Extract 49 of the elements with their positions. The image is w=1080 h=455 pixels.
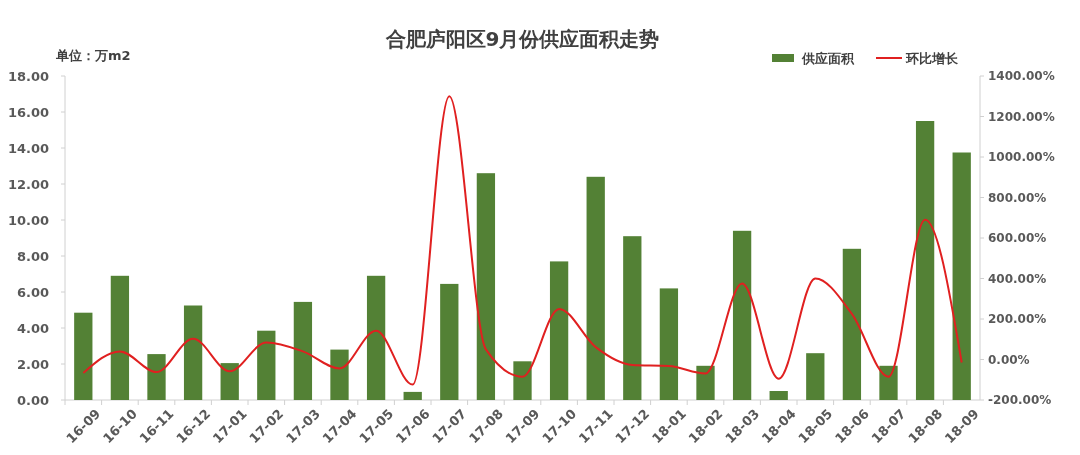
bar xyxy=(623,236,642,400)
y2-tick-label: 1400.00% xyxy=(988,69,1055,84)
bar xyxy=(440,283,459,400)
y2-tick-label: 400.00% xyxy=(988,271,1047,286)
y-tick-label: 16.00 xyxy=(7,104,49,120)
y-tick-label: 14.00 xyxy=(7,140,49,156)
bar xyxy=(257,330,276,400)
y-tick-label: 12.00 xyxy=(7,176,49,192)
legend-label: 供应面积 xyxy=(801,51,855,66)
chart-title: 合肥庐阳区9月份供应面积走势 xyxy=(384,27,660,51)
bar xyxy=(586,176,605,400)
bar xyxy=(366,275,386,400)
bar xyxy=(696,365,715,400)
bar xyxy=(183,305,203,400)
bar xyxy=(806,353,825,400)
bar xyxy=(842,248,862,400)
bar xyxy=(293,301,313,400)
y2-tick-label: 1200.00% xyxy=(988,109,1055,124)
y2-tick-label: 600.00% xyxy=(988,231,1047,246)
bar xyxy=(74,312,93,400)
bar xyxy=(549,261,569,400)
bar xyxy=(659,288,679,400)
y-tick-label: 10.00 xyxy=(7,212,49,228)
y-tick-label: 4.00 xyxy=(16,320,49,336)
bar xyxy=(513,361,532,400)
y2-tick-label: 1000.00% xyxy=(988,150,1055,165)
bar xyxy=(769,391,788,400)
bar xyxy=(403,391,422,400)
bar xyxy=(147,354,166,400)
bar xyxy=(110,275,130,400)
y-axis-title: 单位：万m2 xyxy=(55,48,131,63)
y-tick-label: 2.00 xyxy=(16,356,49,372)
y2-tick-label: 800.00% xyxy=(988,190,1047,205)
y2-tick-label: 0.00% xyxy=(988,352,1030,367)
bar xyxy=(732,230,752,400)
y2-tick-label: 200.00% xyxy=(988,312,1047,327)
y-tick-label: 6.00 xyxy=(16,284,49,300)
legend-label: 环比增长 xyxy=(905,51,959,66)
bar xyxy=(330,349,349,400)
bar xyxy=(476,173,496,400)
bar xyxy=(915,121,935,400)
y-tick-label: 0.00 xyxy=(16,392,49,408)
line-series xyxy=(82,95,963,386)
y-tick-label: 18.00 xyxy=(7,68,49,84)
bar xyxy=(879,365,898,400)
y-tick-label: 8.00 xyxy=(16,248,49,264)
bar xyxy=(952,152,971,400)
y2-tick-label: -200.00% xyxy=(988,393,1052,408)
bar xyxy=(220,363,239,400)
